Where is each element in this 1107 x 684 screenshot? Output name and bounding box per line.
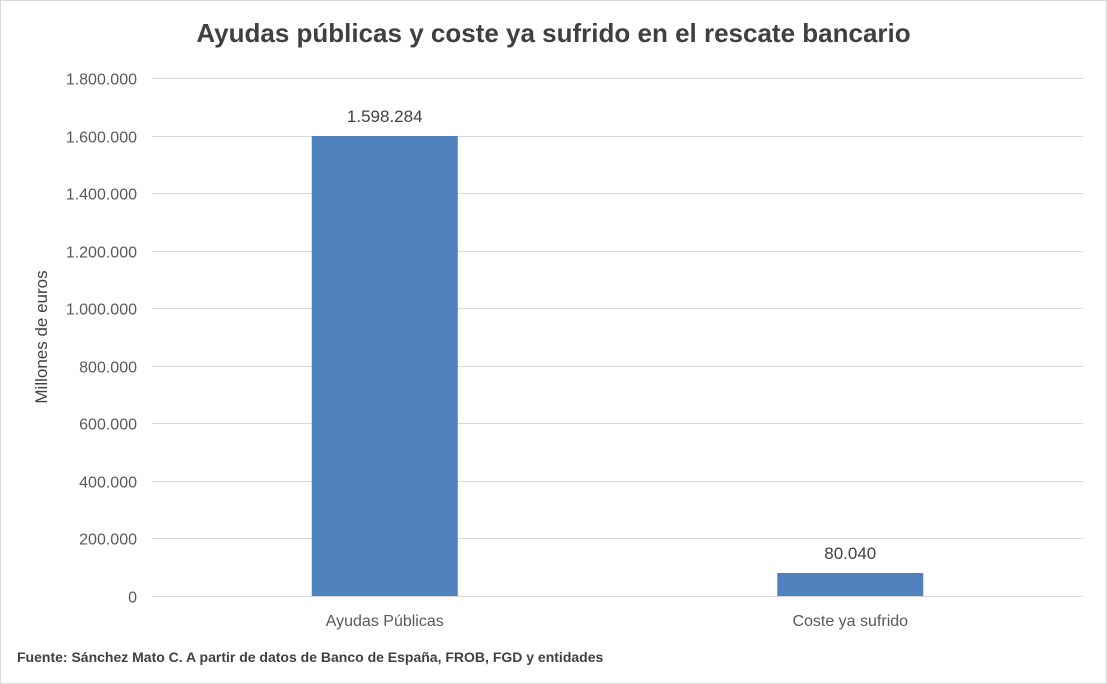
- data-label-1: 80.040: [824, 544, 876, 563]
- grid-lines: [152, 78, 1083, 597]
- x-tick-label: Ayudas Públicas: [326, 613, 444, 630]
- y-tick-label: 200.000: [79, 532, 137, 549]
- x-tick-label: Coste ya sufrido: [792, 613, 908, 630]
- source-note: Fuente: Sánchez Mato C. A partir de dato…: [17, 649, 604, 665]
- data-label-0: 1.598.284: [347, 107, 423, 126]
- bar-0: [311, 136, 458, 596]
- y-tick-label: 400.000: [79, 475, 137, 492]
- y-tick-label: 1.600.000: [66, 130, 137, 147]
- bars: [311, 136, 924, 596]
- y-tick-label: 600.000: [79, 417, 137, 434]
- x-axis-ticks: Ayudas Públicas Coste ya sufrido: [326, 613, 908, 630]
- y-tick-label: 1.400.000: [66, 187, 137, 204]
- chart-title: Ayudas públicas y coste ya sufrido en el…: [196, 18, 911, 48]
- y-tick-label: 0: [128, 590, 137, 607]
- data-labels: 1.598.284 80.040: [347, 107, 876, 563]
- bar-1: [777, 572, 924, 596]
- y-axis-ticks: 0 200.000 400.000 600.000 800.000 1.000.000 1.…: [66, 72, 137, 607]
- y-tick-label: 1.000.000: [66, 302, 137, 319]
- y-tick-label: 1.800.000: [66, 72, 137, 89]
- y-tick-label: 800.000: [79, 360, 137, 377]
- y-tick-label: 1.200.000: [66, 245, 137, 262]
